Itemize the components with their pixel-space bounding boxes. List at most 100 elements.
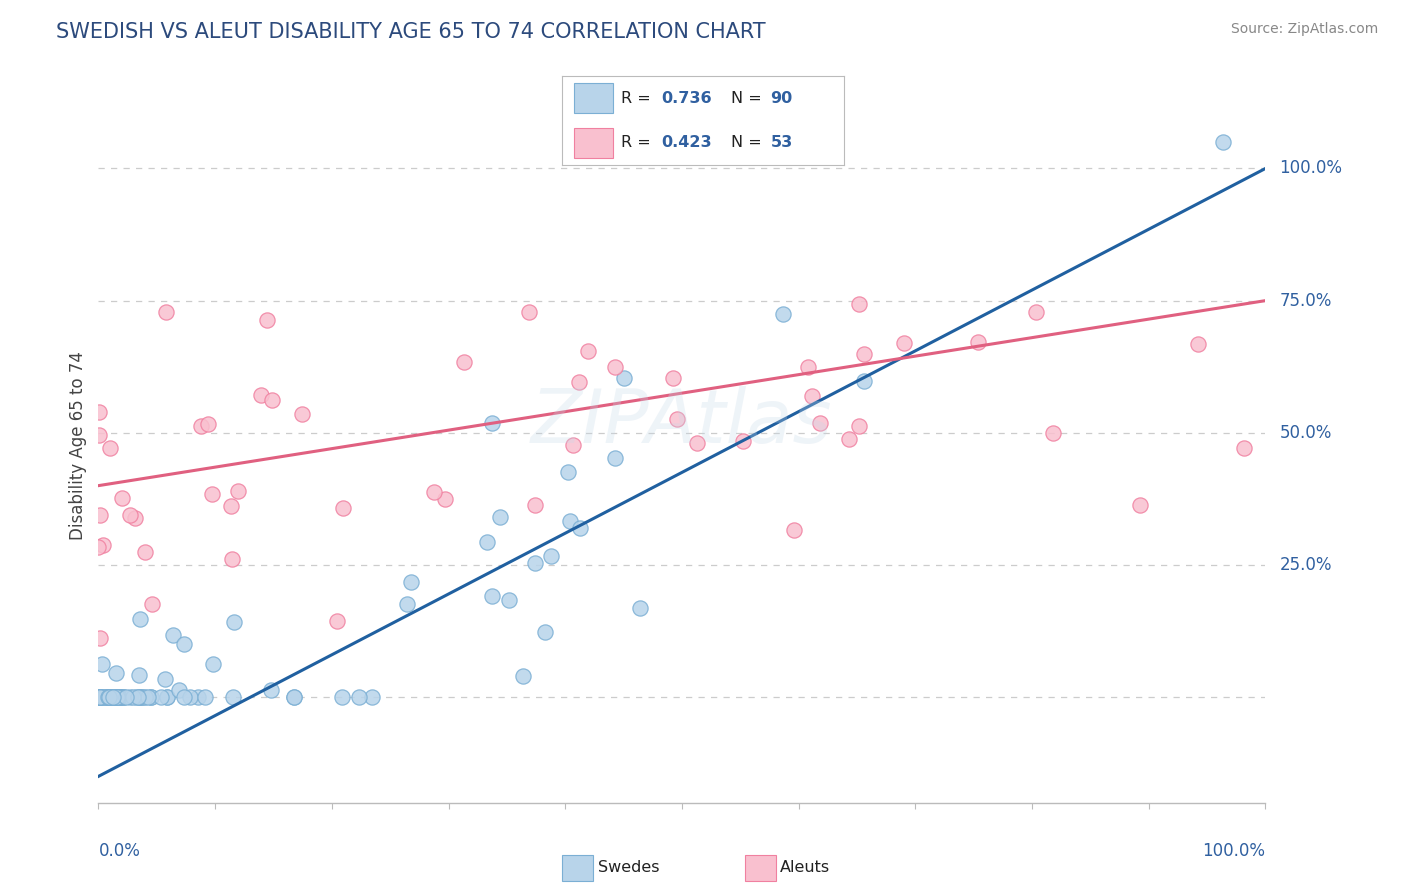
Point xyxy=(108,690,131,704)
Point xyxy=(167,682,190,697)
Point xyxy=(89,631,111,645)
Point xyxy=(576,343,599,358)
Point xyxy=(155,305,177,319)
Point xyxy=(1187,337,1209,351)
Point xyxy=(395,597,418,611)
Point xyxy=(97,690,120,704)
Text: 0.423: 0.423 xyxy=(661,136,711,150)
Point xyxy=(283,690,305,704)
Point xyxy=(156,690,179,704)
Point xyxy=(89,690,111,704)
Point xyxy=(808,416,831,430)
Point xyxy=(107,690,129,704)
Point xyxy=(569,521,592,535)
Point xyxy=(568,375,591,389)
Point xyxy=(1042,426,1064,441)
Text: 25.0%: 25.0% xyxy=(1279,556,1331,574)
Point xyxy=(283,690,305,704)
Point xyxy=(128,668,150,682)
Point xyxy=(498,593,520,607)
Point xyxy=(512,669,534,683)
Point xyxy=(128,690,150,704)
Point xyxy=(141,690,163,704)
Point xyxy=(250,388,273,402)
Point xyxy=(453,355,475,369)
FancyBboxPatch shape xyxy=(574,128,613,158)
Text: SWEDISH VS ALEUT DISABILITY AGE 65 TO 74 CORRELATION CHART: SWEDISH VS ALEUT DISABILITY AGE 65 TO 74… xyxy=(56,22,766,42)
Point xyxy=(125,690,148,704)
Point xyxy=(153,673,176,687)
Point xyxy=(98,441,121,455)
Point xyxy=(222,690,245,704)
Point xyxy=(433,491,456,506)
Point xyxy=(194,690,217,704)
Point xyxy=(524,557,547,571)
Point xyxy=(852,374,875,388)
Point xyxy=(89,427,111,442)
Text: ZIPAtlas: ZIPAtlas xyxy=(531,386,832,458)
Point xyxy=(134,690,156,704)
Point xyxy=(90,657,112,672)
Text: 50.0%: 50.0% xyxy=(1279,424,1331,442)
Point xyxy=(104,690,127,704)
Point xyxy=(224,615,246,629)
Point xyxy=(666,412,689,426)
Point xyxy=(173,690,195,704)
Point xyxy=(87,540,110,554)
Point xyxy=(96,690,118,704)
Point xyxy=(112,690,135,704)
Y-axis label: Disability Age 65 to 74: Disability Age 65 to 74 xyxy=(69,351,87,541)
Point xyxy=(772,307,794,321)
Point xyxy=(186,690,208,704)
Point xyxy=(98,690,121,704)
Point xyxy=(201,487,224,501)
Point xyxy=(108,690,131,704)
Point xyxy=(111,690,134,704)
Point xyxy=(561,437,583,451)
Point xyxy=(686,436,709,450)
Point xyxy=(481,589,503,603)
Point xyxy=(103,690,125,704)
Point xyxy=(783,523,806,537)
Point xyxy=(179,690,201,704)
Point xyxy=(101,690,124,704)
Point xyxy=(108,690,131,704)
Point xyxy=(489,509,512,524)
Point xyxy=(89,690,111,704)
Point xyxy=(105,690,128,704)
Text: R =: R = xyxy=(621,91,657,105)
Point xyxy=(136,690,159,704)
Point xyxy=(797,359,820,374)
Point xyxy=(853,347,876,361)
Text: 0.736: 0.736 xyxy=(661,91,711,105)
FancyBboxPatch shape xyxy=(574,83,613,113)
Point xyxy=(101,690,124,704)
Point xyxy=(89,690,111,704)
Point xyxy=(121,690,143,704)
Point xyxy=(128,690,150,704)
Point xyxy=(603,451,626,466)
Point xyxy=(967,334,990,349)
Point xyxy=(848,419,870,434)
Point xyxy=(401,574,423,589)
Point xyxy=(173,637,195,651)
Point xyxy=(127,690,149,704)
Point xyxy=(87,690,110,704)
Point xyxy=(155,690,177,704)
Text: 0.0%: 0.0% xyxy=(98,842,141,860)
Point xyxy=(613,371,636,385)
Point xyxy=(162,628,184,642)
Point xyxy=(114,690,136,704)
Point xyxy=(848,297,870,311)
Point xyxy=(326,614,349,628)
Point xyxy=(893,336,915,351)
Point xyxy=(221,551,243,566)
Point xyxy=(132,690,155,704)
Point xyxy=(101,690,124,704)
Point xyxy=(105,665,128,680)
Point xyxy=(97,690,120,704)
Point xyxy=(540,549,562,563)
Text: Aleuts: Aleuts xyxy=(780,861,831,875)
Point xyxy=(103,690,125,704)
Point xyxy=(557,465,579,479)
